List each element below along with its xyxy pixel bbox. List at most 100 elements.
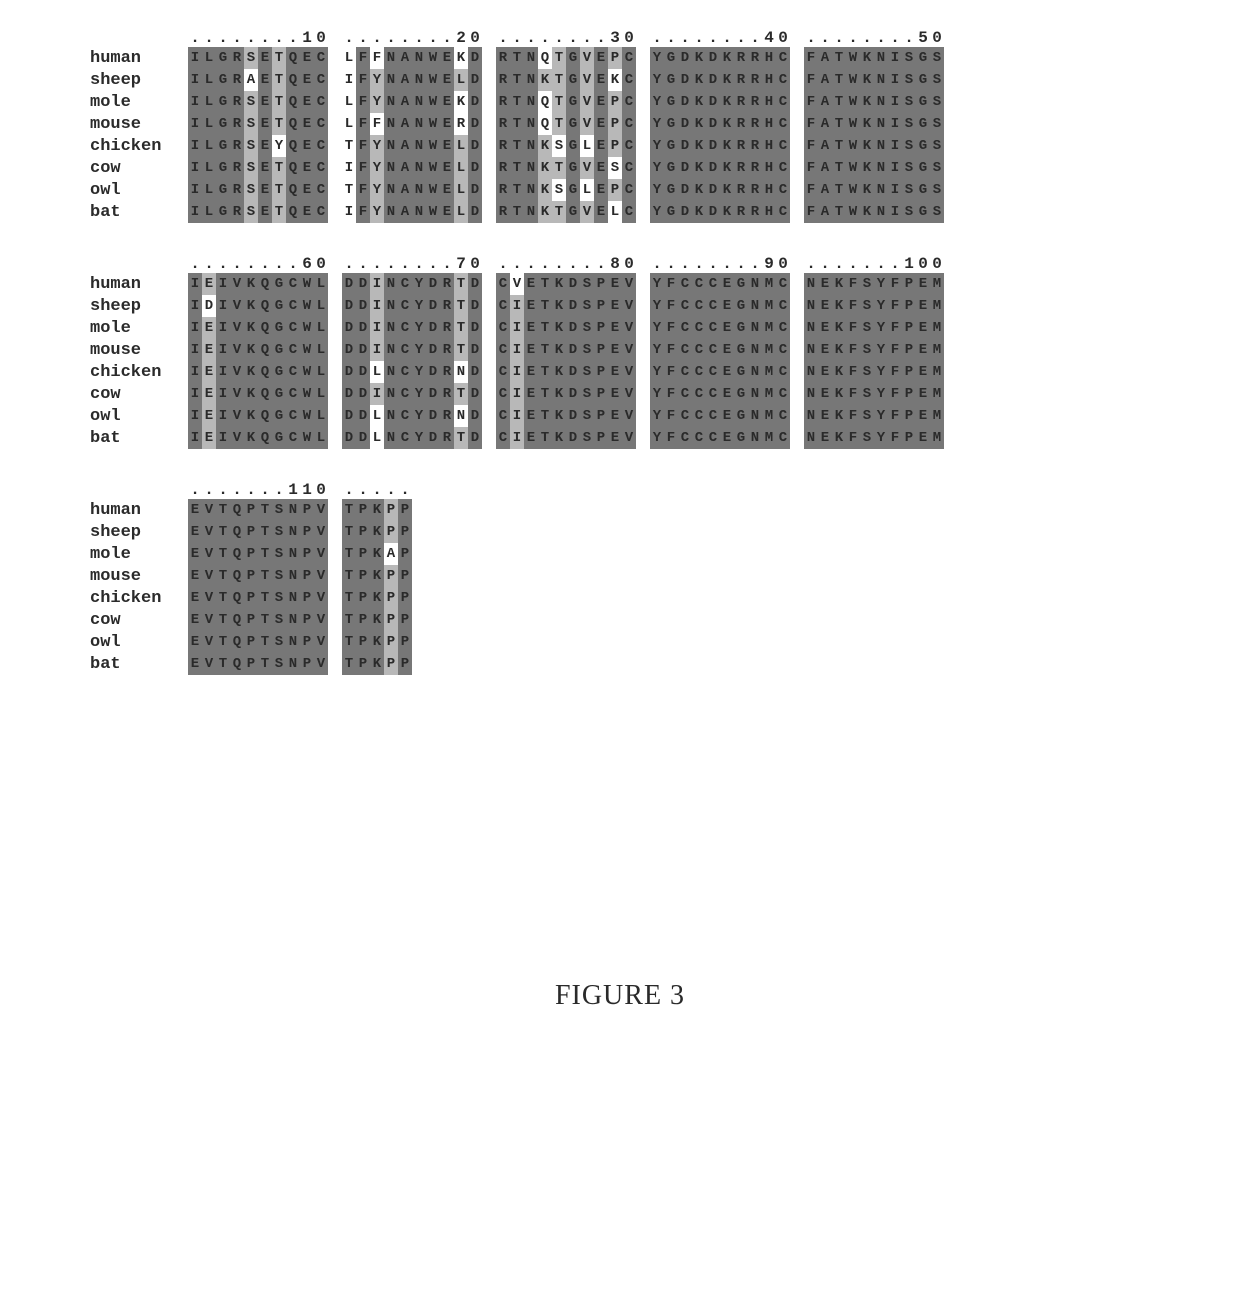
sequence-row: batILGRSETQECIFYNANWELDRTNKTGVELCYGDKDKR… [90, 201, 958, 223]
ruler-cell: . [244, 481, 258, 499]
residue: E [440, 157, 454, 179]
residue: W [846, 157, 860, 179]
residue: R [734, 91, 748, 113]
residue: G [566, 113, 580, 135]
ruler-cell: . [342, 481, 356, 499]
residue: C [678, 295, 692, 317]
residue: K [244, 295, 258, 317]
residue: K [244, 427, 258, 449]
residue: E [258, 179, 272, 201]
residue: E [818, 295, 832, 317]
residue: W [300, 339, 314, 361]
residue: P [594, 405, 608, 427]
ruler-cell: . [580, 255, 594, 273]
residue: L [370, 405, 384, 427]
residue: E [608, 339, 622, 361]
ruler-cell: 1 [902, 255, 916, 273]
ruler-cell: . [356, 481, 370, 499]
ruler-cell: . [594, 255, 608, 273]
ruler-cell: . [902, 29, 916, 47]
residue: M [762, 383, 776, 405]
species-label: human [90, 501, 188, 520]
residue: L [202, 47, 216, 69]
residue: E [916, 273, 930, 295]
residue: P [902, 317, 916, 339]
residue: M [762, 273, 776, 295]
residue: S [272, 499, 286, 521]
residue: P [384, 631, 398, 653]
ruler-cell: . [832, 29, 846, 47]
residue: D [566, 427, 580, 449]
residue: K [860, 69, 874, 91]
residue: K [832, 317, 846, 339]
ruler-cell: . [230, 481, 244, 499]
residue: V [580, 157, 594, 179]
ruler-cell: . [216, 255, 230, 273]
residue: T [216, 653, 230, 675]
species-label: owl [90, 633, 188, 652]
residue: K [692, 47, 706, 69]
residue: A [384, 543, 398, 565]
residue: N [748, 427, 762, 449]
residue: L [314, 295, 328, 317]
residue: K [860, 47, 874, 69]
residue: T [342, 499, 356, 521]
species-label: human [90, 275, 188, 294]
ruler-cell: . [496, 255, 510, 273]
residue: T [832, 201, 846, 223]
residue: Y [650, 295, 664, 317]
residue: E [440, 201, 454, 223]
residue: C [776, 157, 790, 179]
sequence-row: cowIEIVKQGCWLDDINCYDRTDCIETKDSPEVYFCCCEG… [90, 383, 958, 405]
ruler-cell: . [552, 29, 566, 47]
residue: Y [650, 201, 664, 223]
residue: E [202, 405, 216, 427]
residue: C [286, 273, 300, 295]
residue: I [370, 273, 384, 295]
residue: R [440, 295, 454, 317]
residue: P [384, 587, 398, 609]
residue: F [888, 317, 902, 339]
residue: C [622, 91, 636, 113]
residue: F [356, 201, 370, 223]
residue: S [902, 91, 916, 113]
residue: T [272, 113, 286, 135]
ruler-cell: . [832, 255, 846, 273]
residue: Q [258, 361, 272, 383]
residue: T [272, 91, 286, 113]
ruler-cell: 1 [300, 29, 314, 47]
ruler-cell: . [188, 255, 202, 273]
residue: Q [230, 499, 244, 521]
residue: T [552, 69, 566, 91]
page: ........10........20........30........40… [0, 0, 1240, 1315]
residue: L [314, 317, 328, 339]
residue: N [804, 383, 818, 405]
residue: T [510, 47, 524, 69]
residue: Q [230, 543, 244, 565]
residue: E [524, 295, 538, 317]
residue: L [342, 47, 356, 69]
residue: T [538, 273, 552, 295]
residue: E [916, 295, 930, 317]
residue: I [888, 91, 902, 113]
residue: G [916, 201, 930, 223]
residue: Y [272, 135, 286, 157]
residue: I [188, 317, 202, 339]
residue: W [426, 113, 440, 135]
residue: K [454, 47, 468, 69]
residue: C [398, 339, 412, 361]
residue: I [188, 157, 202, 179]
ruler-cell: . [678, 29, 692, 47]
ruler-cell: 4 [762, 29, 776, 47]
residue: Q [258, 383, 272, 405]
residue: N [748, 339, 762, 361]
residue: K [552, 295, 566, 317]
residue: D [342, 427, 356, 449]
residue: E [300, 69, 314, 91]
residue: D [468, 427, 482, 449]
residue: N [748, 295, 762, 317]
residue: E [188, 521, 202, 543]
residue: A [398, 157, 412, 179]
residue: C [776, 47, 790, 69]
residue: A [398, 113, 412, 135]
